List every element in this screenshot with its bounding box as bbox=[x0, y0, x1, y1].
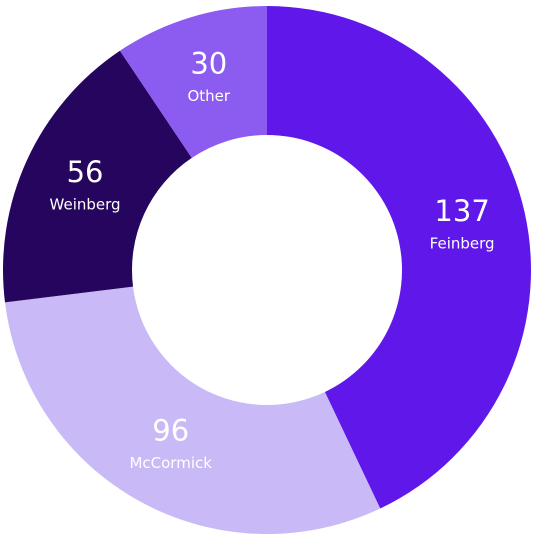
donut-slice bbox=[2, 50, 192, 303]
donut-slice bbox=[267, 6, 532, 509]
value-label: 30 bbox=[190, 47, 227, 81]
category-label: McCormick bbox=[129, 454, 212, 472]
category-label: Other bbox=[187, 87, 230, 105]
category-label: Weinberg bbox=[50, 195, 121, 213]
donut-slice bbox=[4, 286, 381, 534]
value-label: 137 bbox=[434, 194, 489, 228]
value-label: 56 bbox=[67, 155, 104, 189]
category-label: Feinberg bbox=[430, 235, 495, 253]
value-label: 96 bbox=[152, 413, 189, 447]
donut-slice bbox=[119, 5, 267, 158]
